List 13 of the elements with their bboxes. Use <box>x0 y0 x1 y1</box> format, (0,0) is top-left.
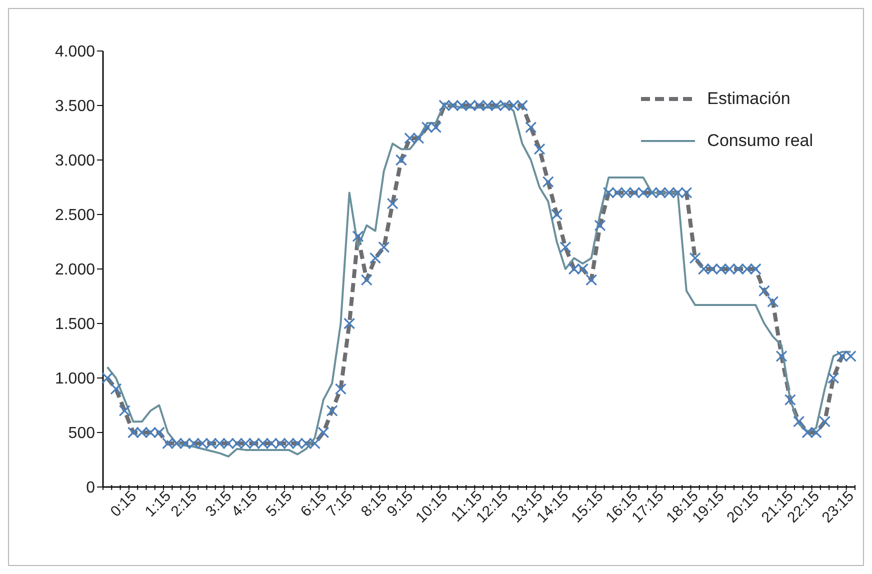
y-tick-label: 3.500 <box>54 98 96 116</box>
y-tick-label: 2.000 <box>54 262 96 279</box>
y-tick-label: 1.500 <box>54 316 96 334</box>
y-tick-label: 2.500 <box>54 207 96 224</box>
y-tick-label: 4.000 <box>54 44 96 61</box>
x-tick-label: 5:15 <box>262 488 296 520</box>
x-tick-label: 0:15 <box>107 488 140 520</box>
y-tick-label: 500 <box>68 425 96 442</box>
legend-label: Consumo real <box>707 131 813 151</box>
y-tick-label: 1.000 <box>54 370 96 388</box>
y-tick-label: 0 <box>86 480 96 497</box>
legend-label: Estimación <box>707 89 790 109</box>
y-tick-label: 3.000 <box>54 152 96 170</box>
